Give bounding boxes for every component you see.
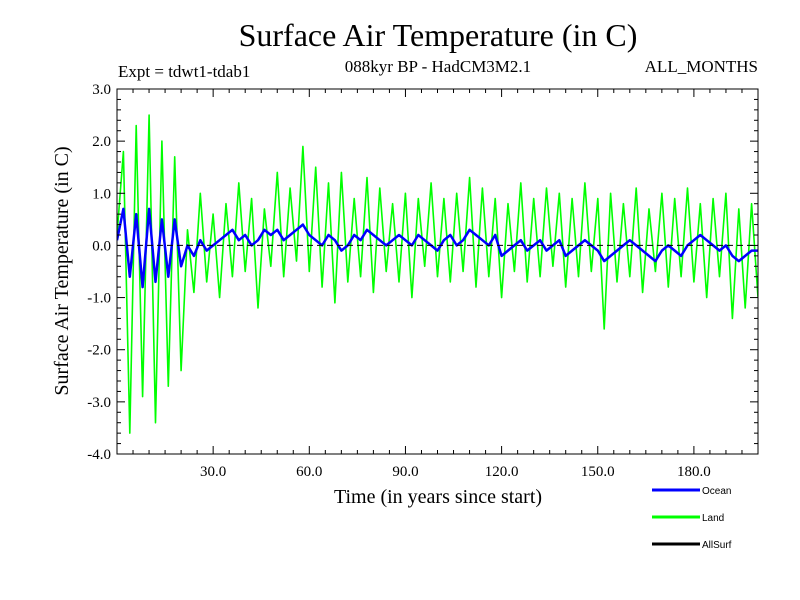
y-tick-label: -1.0 [87, 291, 111, 307]
y-tick-label: 2.0 [92, 134, 111, 150]
y-tick-label: 0.0 [92, 238, 111, 254]
y-tick-label: 1.0 [92, 186, 111, 202]
chart-title: Surface Air Temperature (in C) [239, 17, 638, 53]
chart-subtitle-right: ALL_MONTHS [645, 57, 758, 76]
chart-subtitle-center: 088kyr BP - HadCM3M2.1 [345, 57, 531, 76]
x-tick-label: 60.0 [296, 464, 322, 480]
legend-label-allsurf: AllSurf [702, 540, 732, 551]
x-tick-label: 30.0 [200, 464, 226, 480]
legend: Ocean Land AllSurf [652, 486, 732, 551]
y-tick-label: 3.0 [92, 82, 111, 98]
x-tick-label: 150.0 [581, 464, 615, 480]
x-tick-label: 180.0 [677, 464, 711, 480]
series-line-ocean [117, 207, 758, 289]
y-tick-label: -2.0 [87, 343, 111, 359]
legend-label-ocean: Ocean [702, 486, 731, 497]
x-tick-label: 120.0 [485, 464, 519, 480]
legend-label-land: Land [702, 513, 724, 524]
ticks-layer: 3.0 2.0 1.0 0.0 -1.0 -2.0 -3.0 -4.0 30.0 60.0 90.0… [87, 82, 758, 480]
y-tick-label: -3.0 [87, 395, 111, 411]
series-layer [117, 114, 758, 434]
y-tick-label: -4.0 [87, 447, 111, 463]
x-axis-label: Time (in years since start) [334, 486, 542, 508]
chart-subtitle-left: Expt = tdwt1-tdab1 [118, 62, 250, 81]
y-axis-label: Surface Air Temperature (in C) [51, 146, 73, 395]
series-line-land [117, 114, 758, 434]
x-tick-label: 90.0 [392, 464, 418, 480]
